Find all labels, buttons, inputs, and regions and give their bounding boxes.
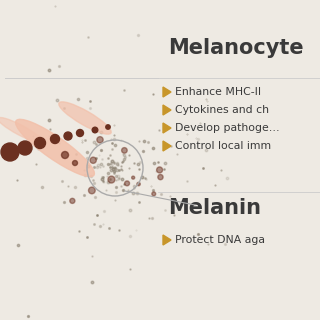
Circle shape xyxy=(89,187,95,194)
Text: Control local imm: Control local imm xyxy=(175,141,271,151)
Text: Protect DNA aga: Protect DNA aga xyxy=(175,235,265,245)
Text: Melanin: Melanin xyxy=(168,198,261,218)
Circle shape xyxy=(92,127,98,133)
Circle shape xyxy=(122,148,127,153)
Circle shape xyxy=(137,182,140,186)
Circle shape xyxy=(73,161,77,165)
Text: Cytokines and ch: Cytokines and ch xyxy=(175,105,269,115)
Text: Enhance MHC-II: Enhance MHC-II xyxy=(175,87,265,97)
Ellipse shape xyxy=(59,102,111,134)
Polygon shape xyxy=(163,141,171,151)
Circle shape xyxy=(132,176,135,179)
Circle shape xyxy=(1,143,19,161)
Circle shape xyxy=(35,138,45,148)
Circle shape xyxy=(97,137,103,143)
Circle shape xyxy=(156,167,163,173)
Circle shape xyxy=(70,198,75,204)
Polygon shape xyxy=(163,235,171,245)
Text: Melanocyte: Melanocyte xyxy=(168,38,304,58)
Circle shape xyxy=(76,130,84,137)
Text: Develop pathoge…: Develop pathoge… xyxy=(175,123,280,133)
Circle shape xyxy=(124,181,130,186)
Circle shape xyxy=(108,176,115,183)
Ellipse shape xyxy=(0,117,42,142)
Polygon shape xyxy=(163,87,171,97)
Polygon shape xyxy=(163,123,171,133)
Polygon shape xyxy=(163,105,171,115)
Ellipse shape xyxy=(16,119,94,177)
Circle shape xyxy=(106,125,110,129)
Circle shape xyxy=(158,174,163,180)
Circle shape xyxy=(152,192,156,196)
Circle shape xyxy=(90,157,96,164)
Circle shape xyxy=(64,132,72,140)
Circle shape xyxy=(61,151,68,158)
Circle shape xyxy=(51,134,60,143)
Circle shape xyxy=(18,141,32,155)
